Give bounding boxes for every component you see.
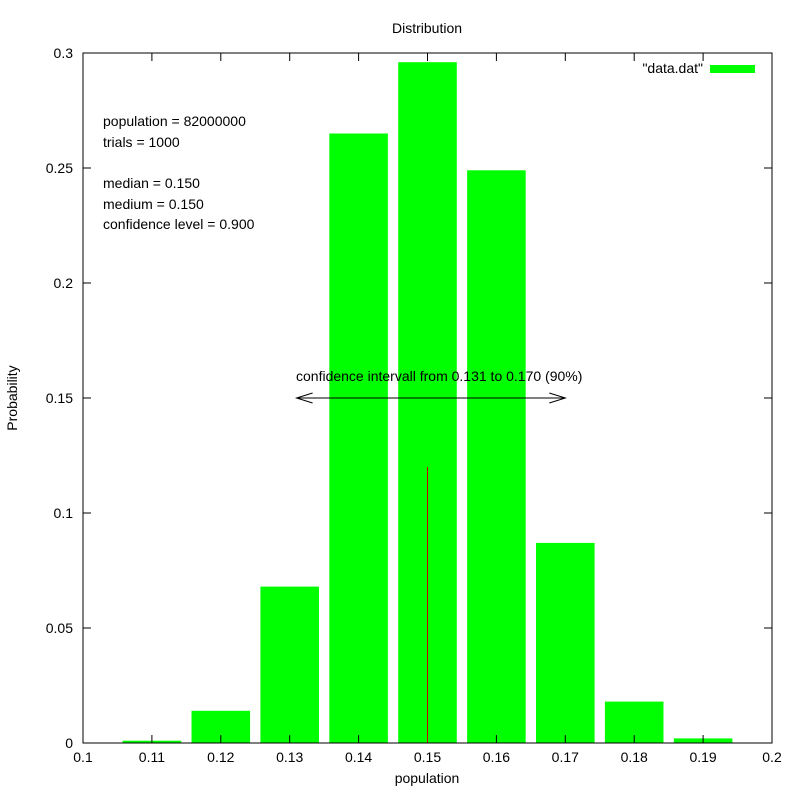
y-tick-label: 0.05: [46, 620, 73, 636]
y-tick-label: 0.1: [54, 505, 74, 521]
legend-label: "data.dat": [642, 60, 703, 76]
x-tick-label: 0.16: [483, 749, 510, 765]
x-tick-label: 0.19: [689, 749, 716, 765]
y-tick-label: 0.15: [46, 390, 73, 406]
x-tick-label: 0.17: [552, 749, 579, 765]
plot-frame: [82, 52, 773, 744]
x-tick-label: 0.13: [276, 749, 303, 765]
x-tick-label: 0.15: [414, 749, 441, 765]
legend: "data.dat": [642, 60, 755, 76]
x-axis-label: population: [395, 770, 460, 786]
annotation-trials: trials = 1000: [103, 134, 180, 150]
annotation-median: median = 0.150: [103, 175, 200, 191]
x-tick-label: 0.12: [207, 749, 234, 765]
x-tick-label: 0.18: [621, 749, 648, 765]
legend-swatch: [710, 65, 755, 73]
bar: [260, 586, 319, 743]
confidence-interval-arrow: [294, 392, 567, 404]
y-tick-label: 0.2: [54, 275, 74, 291]
confidence-interval-label: confidence intervall from 0.131 to 0.170…: [296, 368, 582, 384]
x-tick-label: 0.1: [73, 749, 93, 765]
x-tick-label: 0.11: [139, 749, 165, 765]
bar: [329, 133, 388, 743]
annotation-medium: medium = 0.150: [103, 196, 204, 212]
bar: [536, 542, 595, 743]
y-tick-label: 0.25: [46, 160, 73, 176]
ci-arrow-head-right: [549, 392, 567, 404]
chart-title: Distribution: [392, 20, 462, 36]
ci-arrow-head-left: [294, 392, 313, 404]
bar: [467, 170, 526, 744]
x-tick-label: 0.2: [762, 749, 782, 765]
y-tick-label: 0.3: [54, 45, 74, 61]
x-tick-label: 0.14: [345, 749, 372, 765]
annotation-confidence-level: confidence level = 0.900: [103, 216, 255, 232]
y-tick-label: 0: [65, 735, 73, 751]
y-axis-label: Probability: [4, 365, 20, 430]
annotation-population: population = 82000000: [103, 113, 246, 129]
